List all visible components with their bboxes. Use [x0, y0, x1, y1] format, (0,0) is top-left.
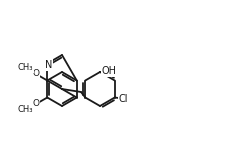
Text: O: O — [32, 100, 40, 108]
Text: OH: OH — [102, 66, 117, 76]
Text: CH₃: CH₃ — [18, 63, 33, 73]
Text: N: N — [45, 60, 52, 70]
Text: O: O — [32, 70, 40, 78]
Text: Cl: Cl — [119, 94, 128, 103]
Text: CH₃: CH₃ — [18, 106, 33, 114]
